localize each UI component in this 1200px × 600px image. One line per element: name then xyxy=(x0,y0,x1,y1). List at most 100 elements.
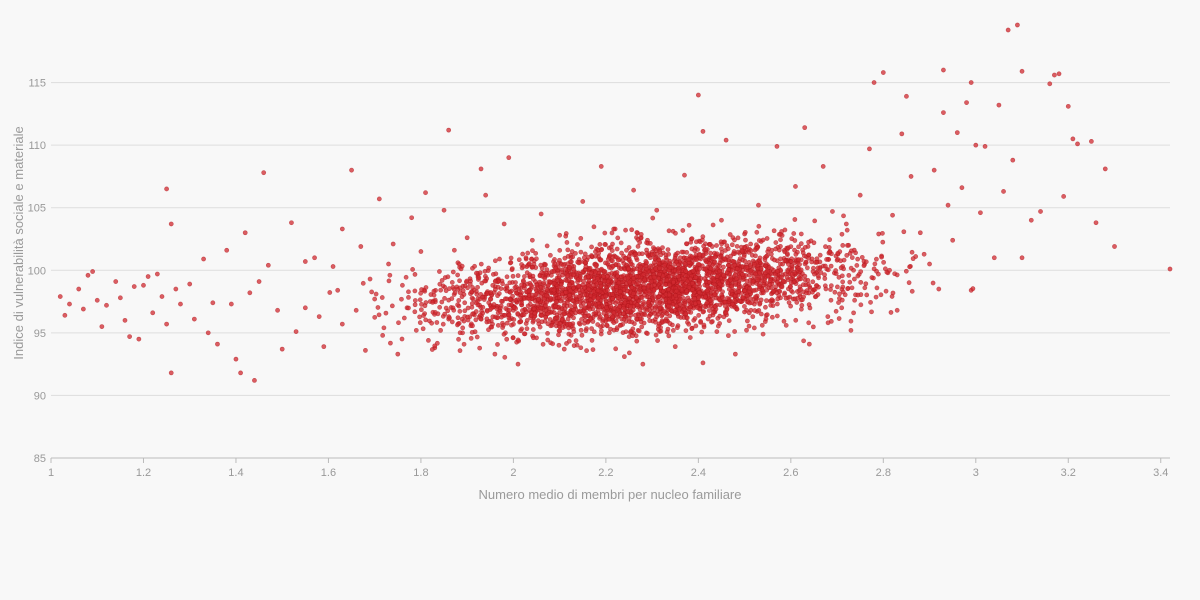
data-point xyxy=(442,296,447,301)
data-point xyxy=(784,251,790,257)
data-point xyxy=(205,330,211,336)
data-point xyxy=(909,288,915,294)
data-point xyxy=(457,285,463,291)
data-point xyxy=(576,283,582,289)
data-point xyxy=(807,285,813,291)
data-point xyxy=(526,288,532,294)
data-point xyxy=(654,207,660,213)
data-point xyxy=(469,329,475,335)
data-point xyxy=(667,321,673,326)
data-point xyxy=(941,110,946,116)
data-point xyxy=(372,314,378,320)
x-axis-title: Numero medio di membri per nucleo famili… xyxy=(479,487,742,502)
data-point xyxy=(349,167,354,173)
data-point xyxy=(327,290,333,295)
data-point xyxy=(551,287,557,293)
data-point xyxy=(626,315,632,321)
data-point xyxy=(518,328,524,334)
data-point xyxy=(782,292,787,298)
data-point xyxy=(589,244,594,250)
data-point xyxy=(849,255,855,261)
data-point xyxy=(164,186,169,192)
data-point xyxy=(417,314,422,320)
data-point xyxy=(666,228,672,234)
data-point xyxy=(763,316,769,322)
data-point xyxy=(722,256,728,262)
data-point xyxy=(703,266,708,272)
data-point xyxy=(540,341,546,347)
data-point xyxy=(557,321,563,327)
data-point xyxy=(665,247,671,252)
data-point xyxy=(646,313,652,319)
data-point xyxy=(730,301,735,307)
data-point xyxy=(360,280,366,286)
data-point xyxy=(530,248,535,253)
data-point xyxy=(1047,81,1053,87)
data-point xyxy=(630,307,636,313)
data-point xyxy=(773,246,779,252)
data-point xyxy=(450,269,456,275)
data-point xyxy=(558,298,564,304)
data-point xyxy=(532,310,538,316)
data-point xyxy=(781,318,787,324)
data-point xyxy=(855,273,861,279)
data-point xyxy=(756,308,762,313)
data-point xyxy=(694,305,700,311)
data-point xyxy=(475,284,480,290)
data-point xyxy=(508,302,514,308)
data-point xyxy=(615,273,620,279)
data-point xyxy=(575,277,581,282)
data-point xyxy=(439,278,445,283)
data-point xyxy=(621,354,627,360)
data-point xyxy=(720,295,725,301)
data-point xyxy=(559,316,565,322)
data-point xyxy=(141,282,146,288)
data-point xyxy=(814,259,820,265)
data-point xyxy=(715,323,721,329)
data-point xyxy=(539,290,545,296)
data-point xyxy=(423,285,429,290)
data-point xyxy=(910,256,916,262)
data-point xyxy=(732,298,737,303)
data-point xyxy=(1015,22,1020,28)
data-point xyxy=(851,310,856,316)
data-point xyxy=(793,251,799,257)
data-point xyxy=(840,284,846,290)
data-point xyxy=(399,296,404,302)
data-point xyxy=(782,227,788,233)
data-point xyxy=(964,100,969,105)
data-point xyxy=(793,184,798,189)
data-point xyxy=(526,307,532,313)
data-point xyxy=(752,247,758,253)
data-point xyxy=(582,305,588,311)
data-point xyxy=(687,335,693,340)
data-point xyxy=(692,301,698,306)
data-point xyxy=(700,360,706,366)
data-point xyxy=(707,261,712,267)
data-point xyxy=(815,273,821,279)
data-point xyxy=(519,282,524,288)
data-point xyxy=(679,249,685,255)
data-point xyxy=(794,300,800,305)
data-point xyxy=(723,137,729,143)
data-point xyxy=(815,292,821,297)
data-point xyxy=(862,285,868,291)
y-axis-title: Indice di vulnerabilità sociale e materi… xyxy=(11,126,26,359)
data-point xyxy=(841,257,847,263)
data-point xyxy=(469,304,475,310)
data-point xyxy=(469,289,474,295)
data-point xyxy=(682,261,688,266)
data-point xyxy=(279,346,285,352)
data-point xyxy=(710,222,716,228)
data-point xyxy=(812,271,817,277)
data-point xyxy=(493,271,499,277)
data-point xyxy=(598,324,603,330)
data-point xyxy=(970,286,976,292)
data-point xyxy=(598,164,604,169)
data-point xyxy=(634,302,640,308)
data-point xyxy=(630,333,635,339)
data-point xyxy=(689,236,695,242)
data-point xyxy=(716,268,722,274)
data-point xyxy=(525,250,531,256)
data-point xyxy=(642,312,648,318)
